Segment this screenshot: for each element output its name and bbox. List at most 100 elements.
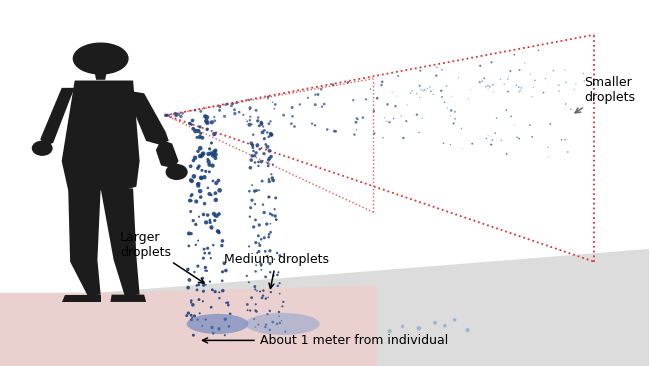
Text: Larger
droplets: Larger droplets [120, 231, 204, 283]
Point [286, 121, 296, 127]
Point [196, 175, 207, 181]
Point [252, 188, 262, 194]
Point [196, 154, 206, 160]
Point [245, 307, 255, 313]
Point [243, 97, 254, 103]
Point [248, 132, 259, 138]
Point [201, 220, 211, 225]
Point [506, 113, 516, 119]
Point [268, 161, 278, 167]
Point [467, 141, 478, 147]
Point [543, 154, 554, 160]
Point [205, 217, 215, 223]
Polygon shape [62, 81, 140, 190]
Point [210, 289, 220, 295]
Point [263, 311, 273, 317]
Point [190, 107, 200, 113]
Point [274, 291, 285, 296]
Point [265, 131, 276, 137]
Point [273, 269, 283, 275]
Point [377, 79, 387, 85]
Polygon shape [156, 140, 179, 168]
Polygon shape [62, 295, 101, 302]
Point [254, 222, 265, 228]
Point [317, 104, 327, 109]
Point [213, 229, 224, 235]
Point [192, 287, 202, 293]
Point [245, 105, 255, 111]
Point [252, 309, 262, 314]
Point [193, 128, 203, 134]
Point [303, 95, 313, 101]
Point [259, 235, 270, 241]
Point [254, 163, 264, 169]
Point [495, 76, 506, 82]
Point [275, 320, 285, 326]
Point [258, 288, 268, 294]
Point [503, 89, 514, 94]
Point [184, 243, 194, 249]
Point [198, 151, 208, 157]
Point [431, 73, 441, 79]
Point [187, 192, 197, 198]
Point [185, 120, 195, 126]
Point [196, 175, 206, 180]
Point [207, 287, 217, 293]
Point [263, 94, 274, 100]
Point [192, 134, 202, 140]
Point [503, 73, 514, 79]
Point [263, 157, 274, 163]
Point [415, 83, 425, 89]
Point [402, 102, 413, 108]
Point [229, 107, 240, 113]
Point [198, 282, 209, 288]
Point [387, 90, 397, 96]
Point [240, 117, 251, 123]
Point [280, 329, 291, 335]
Point [202, 115, 212, 120]
Point [270, 101, 281, 107]
Point [246, 122, 257, 127]
Point [272, 250, 282, 256]
Point [481, 84, 491, 90]
Point [262, 253, 272, 259]
Point [200, 113, 211, 119]
Point [509, 122, 519, 128]
Point [205, 255, 216, 261]
Point [219, 113, 229, 119]
Point [352, 115, 362, 121]
Point [203, 245, 213, 251]
Point [186, 298, 196, 303]
Point [571, 81, 581, 87]
Point [310, 122, 320, 128]
Point [265, 221, 276, 227]
Point [191, 199, 202, 205]
Point [250, 301, 261, 307]
Point [514, 67, 525, 73]
Point [252, 142, 263, 148]
Point [188, 157, 199, 163]
Point [361, 96, 371, 102]
Point [274, 309, 284, 315]
Point [265, 229, 276, 235]
Point [200, 201, 210, 207]
Point [250, 188, 260, 194]
Point [505, 68, 515, 74]
Point [486, 59, 497, 65]
Point [319, 101, 330, 107]
Point [198, 151, 209, 157]
Point [188, 302, 198, 308]
Point [540, 76, 551, 82]
Point [223, 302, 233, 308]
Point [201, 168, 211, 174]
Point [331, 128, 341, 134]
Point [376, 82, 387, 88]
Point [204, 250, 214, 256]
Point [246, 295, 257, 300]
Point [195, 188, 205, 194]
Point [198, 212, 209, 217]
Point [272, 321, 282, 327]
Point [457, 146, 467, 152]
Point [372, 95, 382, 101]
Polygon shape [111, 295, 146, 302]
